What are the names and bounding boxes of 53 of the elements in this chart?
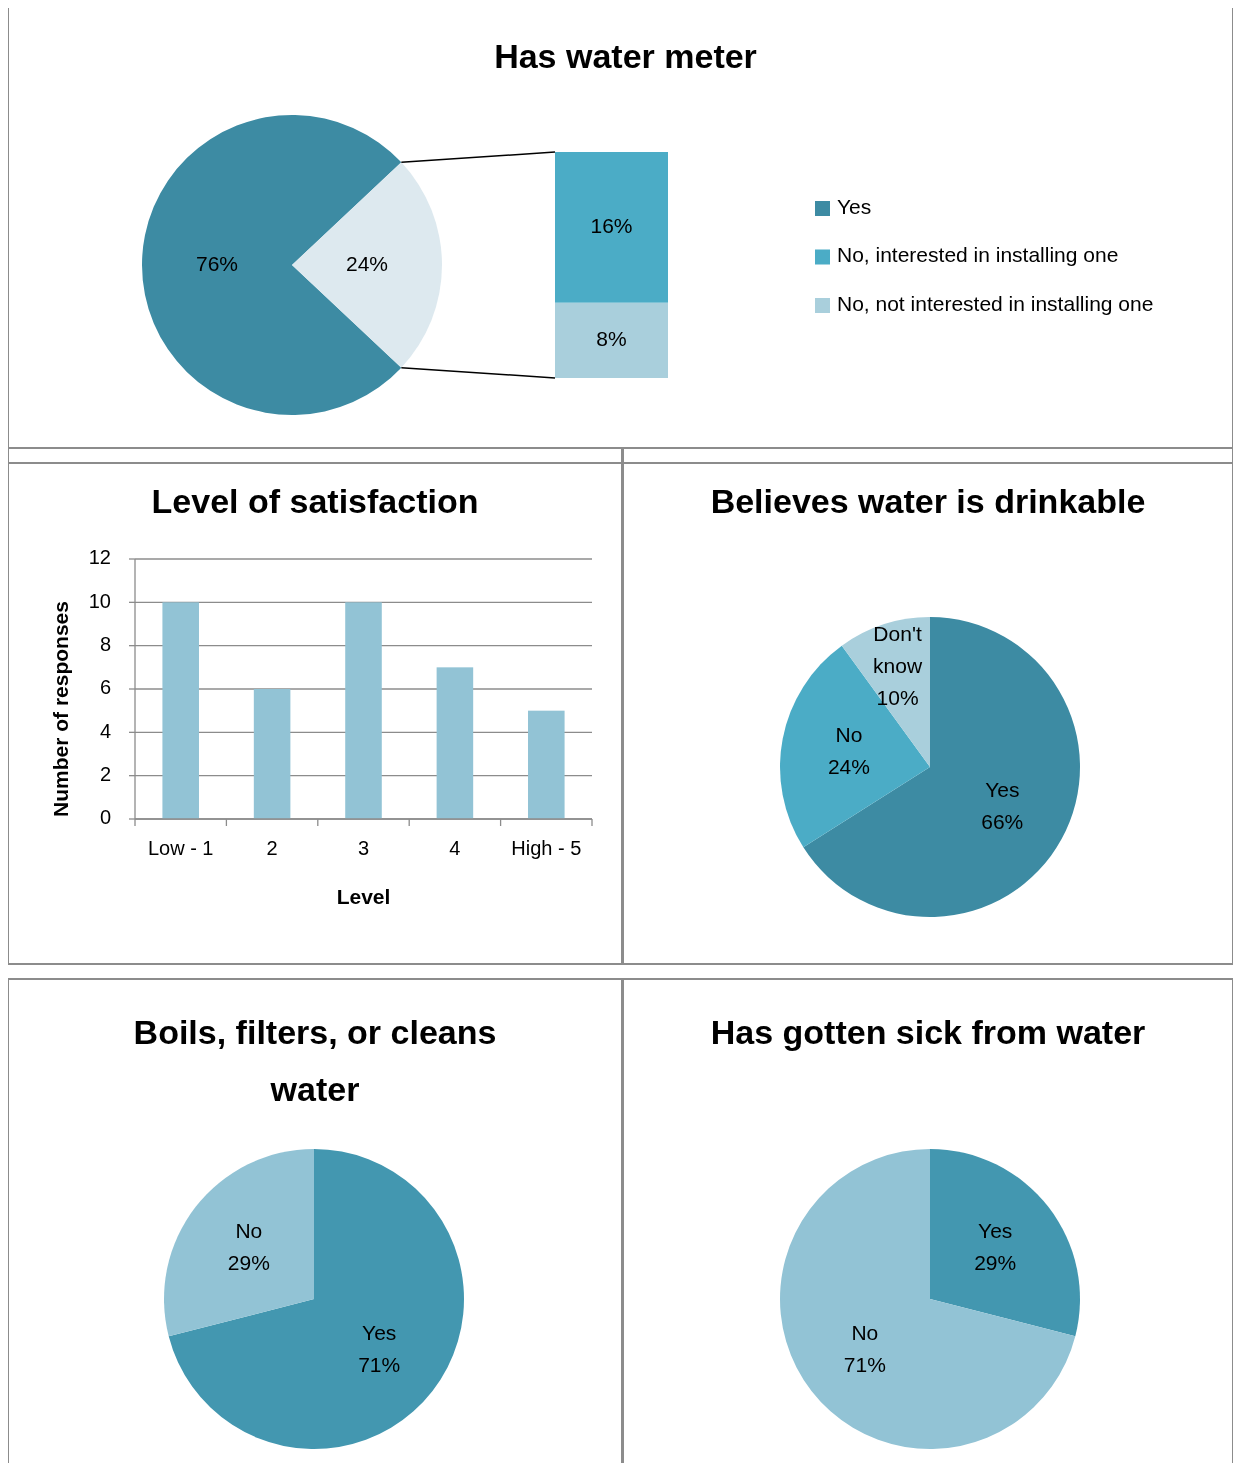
bar xyxy=(253,689,291,819)
legend-label: No, interested in installing one xyxy=(837,243,1119,267)
x-tick-label: High - 5 xyxy=(511,837,582,859)
bar xyxy=(162,602,199,819)
slice-label: Don't know xyxy=(873,621,923,677)
data-label: 29% xyxy=(974,1250,1017,1274)
y-tick-label: 2 xyxy=(99,762,111,785)
bar xyxy=(528,710,565,819)
y-tick-label: 12 xyxy=(88,546,111,569)
data-label: 71% xyxy=(358,1352,401,1376)
y-tick-label: 8 xyxy=(99,632,111,655)
slice-label: No xyxy=(235,1218,263,1242)
chart-title: Has gotten sick from water xyxy=(710,1013,1146,1051)
pie-slice xyxy=(780,1149,1076,1449)
y-axis-title: Number of responses xyxy=(49,601,72,817)
x-tick-label: Low - 1 xyxy=(147,837,214,859)
pie-slice xyxy=(142,115,402,415)
x-tick-label: 4 xyxy=(449,837,461,859)
data-label: 76% xyxy=(195,251,239,275)
y-tick-label: 0 xyxy=(99,806,111,829)
x-axis-title: Level xyxy=(336,885,391,908)
y-tick-label: 4 xyxy=(99,719,111,742)
pie-slice xyxy=(168,1149,464,1449)
data-label: 71% xyxy=(843,1352,886,1376)
y-tick-label: 10 xyxy=(88,589,111,612)
pie-slice xyxy=(803,617,1080,917)
slice-label: No xyxy=(851,1320,879,1344)
data-label: 24% xyxy=(345,251,389,275)
data-label: 29% xyxy=(227,1250,270,1274)
pie-slice xyxy=(164,1149,314,1337)
bar xyxy=(345,602,382,819)
chart-title: Boils, filters, or cleans water xyxy=(133,1013,497,1108)
pie-slice xyxy=(292,162,442,368)
data-label: 10% xyxy=(876,685,919,709)
slice-label: Yes xyxy=(985,777,1020,801)
x-tick-label: 3 xyxy=(357,837,370,859)
legend-label: Yes xyxy=(837,194,872,218)
data-label: 8% xyxy=(596,326,627,350)
slice-label: Yes xyxy=(362,1320,397,1344)
chart-title: Has water meter xyxy=(494,37,757,75)
y-tick-label: 6 xyxy=(99,676,111,699)
data-label: 16% xyxy=(590,213,633,237)
chart-title: Level of satisfaction xyxy=(151,482,479,520)
slice-label: No xyxy=(835,722,863,746)
slice-label: Yes xyxy=(978,1218,1013,1242)
data-label: 66% xyxy=(981,809,1024,833)
pie-slice xyxy=(780,645,930,848)
chart-title: Believes water is drinkable xyxy=(710,482,1146,520)
bar xyxy=(436,667,474,819)
data-label: 24% xyxy=(827,754,870,778)
x-tick-label: 2 xyxy=(266,837,278,859)
legend-label: No, not interested in installing one xyxy=(837,291,1154,315)
pie-slice xyxy=(930,1149,1080,1337)
